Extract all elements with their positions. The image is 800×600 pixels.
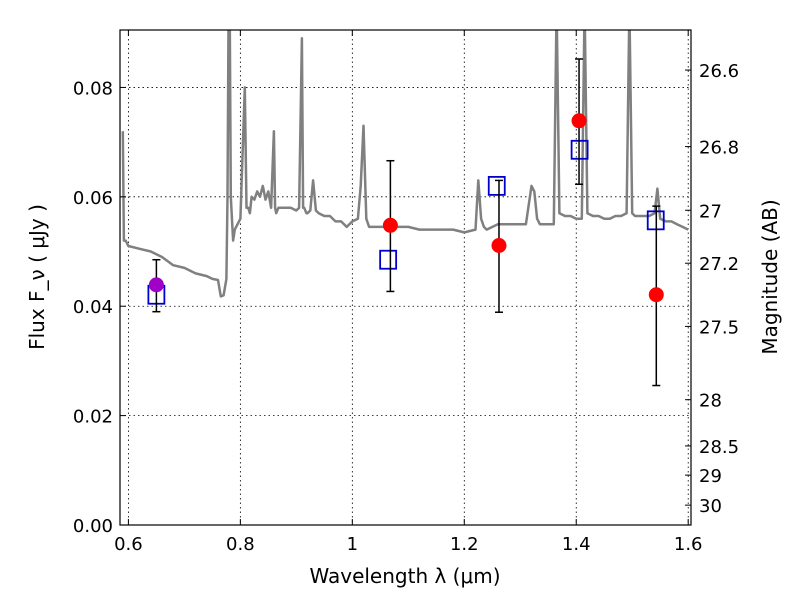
y2-tick-label: 27 <box>699 201 722 222</box>
x-axis-title: Wavelength λ (μm) <box>309 564 500 588</box>
observed-flux-point <box>491 238 507 254</box>
data-layer <box>121 30 689 387</box>
y-tick-label: 0.04 <box>73 297 113 318</box>
y-tick-label: 0.02 <box>73 407 113 428</box>
observed-flux-point <box>571 113 587 129</box>
y2-tick-label: 28.5 <box>699 437 739 458</box>
x-tick-label: 1.2 <box>450 534 479 555</box>
y2-tick-label: 30 <box>699 496 722 517</box>
model-flux-square <box>379 249 398 270</box>
y2-tick-label: 29 <box>699 466 722 487</box>
y2-tick-label: 26.6 <box>699 61 739 82</box>
y2-tick-label: 28 <box>699 391 722 412</box>
x-tick-label: 0.6 <box>114 534 143 555</box>
x-tick-label: 1.4 <box>562 534 591 555</box>
y-tick-label: 0.08 <box>73 78 113 99</box>
y2-tick-label: 27.5 <box>699 317 739 338</box>
axes-layer: 0.6 0.8 1 1.2 1.4 1.6 0.00 0.02 0.04 0.06 0.08 26.6… <box>73 30 739 555</box>
observed-flux-point <box>148 277 164 293</box>
plot-frame <box>119 29 692 526</box>
grid-layer <box>120 30 691 526</box>
template-spectrum-line <box>121 30 689 298</box>
y2-tick-label: 26.8 <box>699 138 739 159</box>
y-tick-label: 0.00 <box>73 516 113 537</box>
y2-axis-title: Magnitude (AB) <box>758 199 782 354</box>
observed-flux-point <box>382 217 398 233</box>
x-tick-label: 0.8 <box>226 534 255 555</box>
model-flux-square <box>487 175 506 196</box>
observed-flux-point <box>648 287 664 303</box>
y-tick-label: 0.06 <box>73 188 113 209</box>
x-tick-label: 1 <box>347 534 358 555</box>
x-tick-label: 1.6 <box>674 534 703 555</box>
y2-tick-label: 27.2 <box>699 254 739 275</box>
y-axis-title: Flux F_ν ( μJy ) <box>25 204 49 350</box>
